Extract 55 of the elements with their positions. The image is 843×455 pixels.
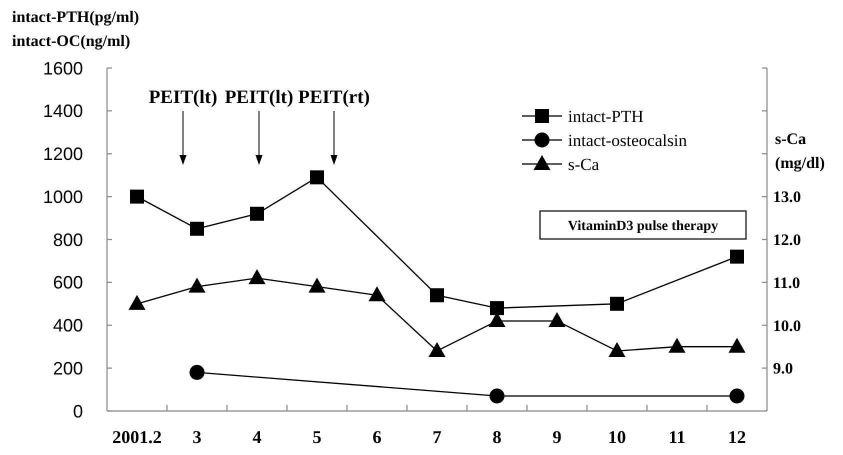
annotation: PEIT(lt) — [224, 87, 294, 108]
point — [308, 278, 326, 293]
y-axis-title: intact-PTH(pg/ml) intact-OC(ng/ml) — [12, 9, 140, 50]
y2-tick-label: 13.0 — [773, 189, 801, 206]
x-tick-label: 6 — [372, 427, 382, 447]
annotation: PEIT(rt) — [298, 87, 370, 108]
x-tick-label: 7 — [432, 427, 442, 447]
x-tick-label: 5 — [312, 427, 322, 447]
y-tick-label: 0 — [72, 401, 83, 422]
point — [190, 222, 204, 236]
legend-label: s-Ca — [568, 154, 600, 174]
point — [368, 286, 386, 302]
y-tick-label: 1000 — [42, 186, 83, 207]
point — [490, 301, 504, 316]
x-tick-label: 2001.2 — [112, 427, 162, 447]
annotation: VitaminD3 pulse therapy — [568, 218, 718, 234]
legend-label: intact-PTH — [568, 106, 644, 126]
point — [430, 288, 444, 302]
x-tick-label: 9 — [552, 427, 562, 447]
point — [428, 342, 446, 357]
x-tick-label: 10 — [608, 427, 626, 447]
point — [730, 250, 744, 264]
point — [728, 338, 746, 353]
x-tick-label: 4 — [252, 427, 262, 447]
point — [548, 312, 566, 327]
y2-tick-label: 9.0 — [773, 360, 793, 378]
y-tick-label: 400 — [52, 316, 83, 336]
x-tick-label: 3 — [192, 427, 202, 447]
x-tick-label: 11 — [668, 427, 686, 447]
point — [188, 278, 206, 293]
point — [250, 206, 264, 221]
x-tick-label: 8 — [492, 427, 502, 447]
point — [130, 190, 144, 204]
point — [610, 296, 624, 311]
y2-axis-title: s-Ca (mg/dl) — [775, 131, 825, 172]
point — [490, 388, 504, 404]
point — [248, 269, 266, 284]
y-tick-label: 1200 — [42, 144, 83, 164]
y2-tick-label: 12.0 — [773, 232, 801, 250]
y-tick-label: 200 — [52, 358, 83, 378]
y2-tick-label: 10.0 — [773, 318, 801, 335]
legend-label: intact-osteocalsin — [568, 130, 688, 150]
y-tick-label: 800 — [52, 230, 83, 250]
y-tick-label: 600 — [52, 272, 83, 293]
point — [310, 170, 324, 184]
point — [190, 364, 204, 380]
annotation: PEIT(lt) — [148, 87, 218, 108]
point — [608, 342, 626, 357]
point — [730, 388, 744, 404]
point — [668, 338, 686, 353]
y-tick-label: 1400 — [42, 101, 83, 122]
x-tick-label: 12 — [728, 427, 746, 447]
y2-tick-label: 11.0 — [773, 274, 800, 292]
y-tick-label: 1600 — [42, 58, 83, 78]
point — [128, 294, 146, 310]
